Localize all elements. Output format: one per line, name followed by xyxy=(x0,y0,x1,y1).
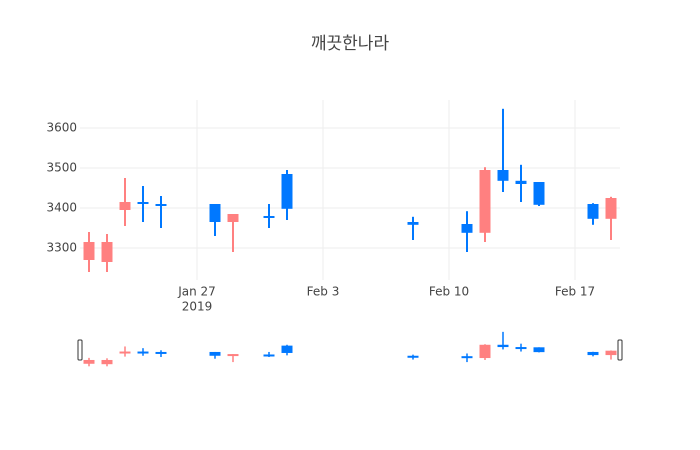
x-tick-label: Feb 17 xyxy=(555,285,595,299)
candle-body xyxy=(209,351,221,356)
y-tick-label: 3500 xyxy=(46,161,77,175)
candle-body xyxy=(83,242,95,260)
chart-title: 깨끗한나라 xyxy=(311,34,390,54)
candle-body xyxy=(497,170,509,181)
y-tick-label: 3400 xyxy=(46,201,77,215)
candle-body xyxy=(497,344,509,348)
candle-body xyxy=(461,356,473,359)
range-handle[interactable] xyxy=(617,339,623,361)
candle-body xyxy=(155,351,167,354)
candle-body xyxy=(281,174,293,209)
candle-body xyxy=(209,204,221,222)
y-tick-label: 3300 xyxy=(46,241,77,255)
candle-body xyxy=(263,216,275,218)
candle-body xyxy=(227,354,239,357)
candle-body xyxy=(119,202,131,210)
candle-body xyxy=(587,204,599,219)
candle-body xyxy=(479,170,491,233)
candle-body xyxy=(137,202,149,204)
candle-body xyxy=(83,359,95,364)
candle-body xyxy=(281,345,293,353)
candle-body xyxy=(101,242,113,262)
x-tick-label: Feb 10 xyxy=(429,285,469,299)
candle-body xyxy=(515,180,527,184)
candle-body xyxy=(407,222,419,225)
candle-body xyxy=(407,355,419,358)
candle-body xyxy=(587,351,599,356)
x-tick-label: Feb 3 xyxy=(307,285,340,299)
candle-body xyxy=(479,344,491,359)
x-tick-label: Jan 27 xyxy=(177,285,216,299)
candle-body xyxy=(155,204,167,206)
candle-body xyxy=(137,351,149,354)
x-tick-year: 2019 xyxy=(182,300,213,314)
candle-body xyxy=(101,359,113,365)
candle-body xyxy=(263,354,275,357)
range-handle[interactable] xyxy=(77,339,83,361)
candle-body xyxy=(605,198,617,219)
candle-body xyxy=(533,347,545,353)
y-tick-label: 3600 xyxy=(46,121,77,135)
candle-body xyxy=(227,214,239,222)
candle-body xyxy=(533,182,545,205)
candle-body xyxy=(119,351,131,354)
candle-body xyxy=(461,224,473,233)
candle-body xyxy=(515,347,527,350)
candle-body xyxy=(605,350,617,356)
